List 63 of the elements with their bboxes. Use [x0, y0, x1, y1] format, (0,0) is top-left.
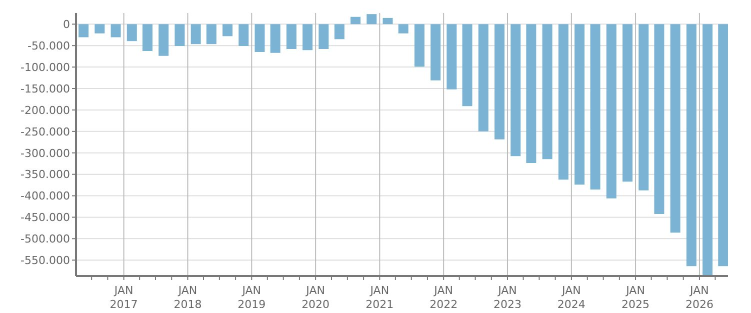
bar [126, 24, 137, 42]
bar [478, 24, 488, 132]
bar [286, 24, 296, 50]
bar [190, 24, 201, 44]
bar [350, 16, 361, 24]
y-tick-label: -50.000 [28, 40, 70, 53]
y-tick-label: 0 [63, 18, 70, 32]
bar [670, 24, 680, 233]
x-tick-label: JAN 2024 [557, 284, 586, 311]
x-tick-label: JAN 2026 [685, 284, 714, 311]
bar [78, 24, 89, 38]
bar [558, 24, 568, 180]
x-tick-label: JAN 2018 [174, 284, 202, 311]
bar [414, 24, 424, 67]
bar [382, 18, 393, 24]
bar [206, 24, 216, 44]
y-tick-label: -550.000 [20, 254, 70, 268]
bar [238, 24, 249, 46]
bar [638, 24, 649, 190]
y-tick-label: -300.000 [20, 146, 70, 160]
x-tick-label: JAN 2023 [494, 284, 522, 311]
bar [334, 24, 344, 40]
bar [654, 24, 664, 214]
bar [590, 24, 600, 190]
x-tick-label: JAN 2020 [302, 284, 330, 311]
bar [702, 24, 713, 276]
bar [494, 24, 504, 140]
bar [302, 24, 313, 50]
bar [174, 24, 185, 46]
bar [718, 24, 728, 266]
bar [446, 24, 457, 90]
y-tick-label: -150.000 [20, 82, 70, 96]
bar [222, 24, 233, 36]
x-tick-label: JAN 2019 [238, 284, 266, 311]
bar [366, 14, 377, 24]
bar [574, 24, 585, 185]
bar [254, 24, 265, 52]
bar [270, 24, 280, 53]
x-tick-label: JAN 2025 [622, 284, 650, 311]
bar [526, 24, 536, 163]
bar [462, 24, 472, 106]
bar [142, 24, 152, 51]
y-tick-label: -350.000 [20, 168, 70, 182]
y-tick-label: -450.000 [20, 211, 70, 224]
y-tick-label: -100.000 [20, 60, 70, 74]
y-tick-label: -200.000 [20, 104, 70, 117]
bar [430, 24, 441, 80]
x-tick-label: JAN 2017 [110, 284, 138, 311]
bar [686, 24, 696, 266]
bar [622, 24, 633, 182]
y-tick-label: -250.000 [20, 125, 70, 138]
bar [398, 24, 408, 34]
bar [94, 24, 105, 34]
bar [510, 24, 521, 156]
y-tick-label: -500.000 [20, 232, 70, 246]
bar [110, 24, 121, 38]
bar [606, 24, 616, 198]
x-tick-label: JAN 2021 [366, 284, 394, 311]
bar [318, 24, 329, 50]
y-tick-label: -400.000 [20, 190, 70, 203]
bar [158, 24, 169, 56]
bar [542, 24, 552, 160]
x-tick-label: JAN 2022 [430, 284, 458, 311]
